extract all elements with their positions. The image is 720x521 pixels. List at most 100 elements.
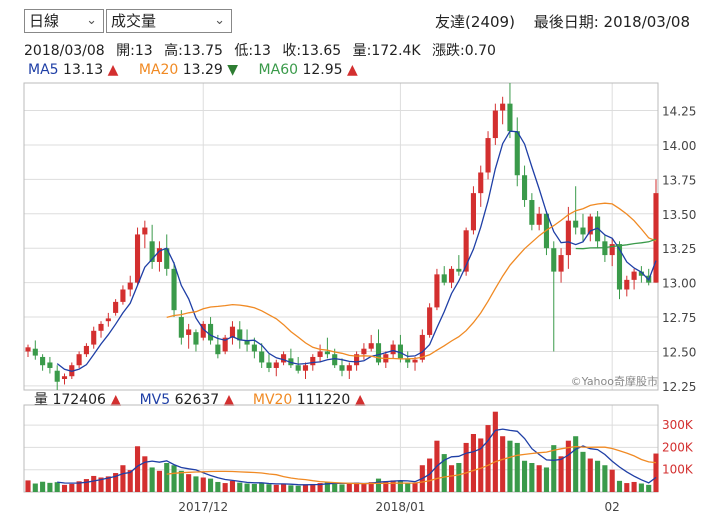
candle-body (405, 358, 411, 363)
volume-bar (616, 480, 623, 492)
candle (200, 321, 206, 341)
candle (288, 348, 294, 368)
candle-body (76, 354, 82, 366)
candle-body (61, 376, 68, 379)
volume-bar (405, 483, 411, 492)
candle (529, 193, 535, 231)
volume-bar (98, 477, 104, 492)
volume-bar (229, 480, 236, 492)
volume-bar (113, 473, 119, 492)
volume-bar (580, 451, 586, 492)
candle-body (47, 362, 53, 368)
volume-bar (40, 481, 46, 492)
ma60-legend: MA60 12.95 ▲ (259, 62, 358, 78)
volume-tick-label: 200K (662, 440, 694, 454)
volume-bar (346, 483, 352, 492)
volume-bar (251, 483, 257, 492)
volume-bar (354, 482, 360, 492)
volume-bar (339, 484, 345, 492)
volume-bar (324, 481, 330, 492)
volume-bar (288, 485, 294, 492)
candle (113, 299, 119, 316)
ma-legend: MA5 13.13 ▲ MA20 13.29 ▼ MA60 12.95 ▲ (28, 62, 374, 78)
candle-body (302, 365, 309, 371)
volume-bar (200, 477, 206, 492)
volume-bar (215, 481, 221, 492)
volume-tick-labels: 100K 200K 300K (662, 418, 694, 477)
candle (76, 351, 82, 368)
mv20-line (166, 445, 657, 485)
price-tick-label: 14.25 (662, 105, 696, 119)
candle (324, 337, 330, 359)
volume-bar (186, 474, 192, 492)
vol-value: 172406 (52, 392, 106, 408)
price-tick-label: 13.00 (662, 277, 696, 291)
volume-bar (375, 478, 382, 492)
candle-body (500, 103, 506, 111)
candle (361, 343, 367, 360)
price-tick-label: 12.25 (662, 380, 696, 394)
candle (375, 329, 382, 366)
arrow-down-icon: ▼ (227, 62, 239, 78)
candle (412, 356, 418, 371)
volume-bar (397, 480, 403, 492)
volume-bar (295, 485, 301, 492)
arrow-up-icon: ▲ (347, 62, 358, 78)
volume-bar (149, 467, 155, 492)
candle (558, 248, 564, 283)
volume-legend: 量 172406 ▲ MV5 62637 ▲ MV20 111220 ▲ (34, 389, 379, 409)
candle (105, 312, 111, 327)
ma5-label: MA5 (28, 62, 59, 78)
volume-bar (310, 483, 316, 492)
volume-bar (25, 480, 31, 492)
candle (83, 343, 89, 357)
candle-body (434, 274, 440, 308)
candle-body (259, 351, 265, 363)
candle (127, 275, 133, 297)
volume-bar (120, 465, 126, 492)
candle-body (361, 348, 367, 355)
candle-body (127, 282, 133, 290)
candle-body (200, 323, 206, 338)
candle (631, 268, 637, 290)
volume-bar (485, 425, 491, 492)
candle (47, 356, 53, 374)
candle-body (616, 244, 623, 290)
candle (427, 303, 433, 338)
volume-bar (76, 481, 82, 492)
candle (456, 255, 462, 276)
indicator-select[interactable]: 成交量 ⌄ (106, 9, 232, 33)
candle (61, 373, 68, 385)
candle (478, 165, 484, 207)
volume-bar (317, 483, 323, 492)
candle (281, 351, 287, 366)
ohlc-change: 漲跌:0.70 (432, 43, 496, 59)
volume-bar (134, 446, 141, 492)
volume-bars (25, 411, 659, 492)
candle (302, 362, 309, 379)
candle-body (324, 351, 330, 355)
ma20-value: 13.29 (182, 62, 223, 78)
volume-bar (47, 482, 53, 492)
volume-tick-label: 300K (662, 418, 694, 432)
ma5-legend: MA5 13.13 ▲ (28, 62, 123, 78)
price-tick-label: 13.25 (662, 242, 696, 256)
candle-body (375, 343, 382, 363)
volume-bar (587, 458, 593, 492)
candle (237, 321, 243, 349)
candle (536, 206, 542, 231)
mv20-value: 111220 (296, 392, 351, 408)
candle-body (485, 138, 491, 173)
candle (339, 358, 345, 377)
candle (624, 275, 630, 297)
candle (653, 179, 659, 283)
ma20-legend: MA20 13.29 ▼ (139, 62, 243, 78)
price-tick-label: 12.75 (662, 311, 696, 325)
volume-bar (222, 483, 228, 492)
period-select[interactable]: 日線 ⌄ (24, 9, 104, 33)
candle-body (478, 172, 484, 194)
volume-bar (142, 456, 148, 492)
ohlc-open: 開:13 (116, 43, 153, 59)
